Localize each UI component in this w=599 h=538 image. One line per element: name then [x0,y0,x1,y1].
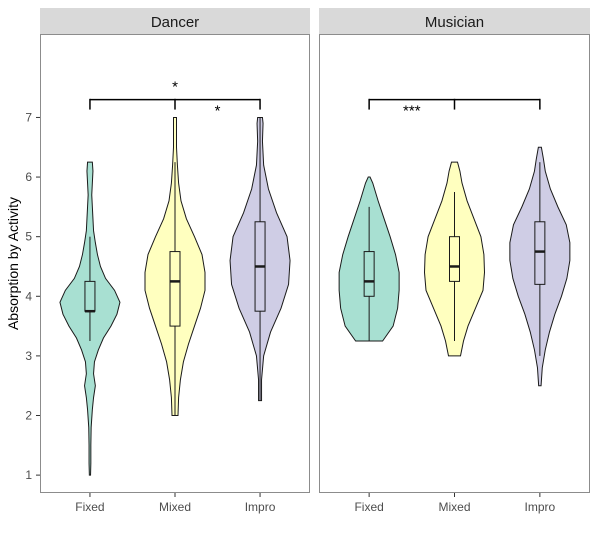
x-tick-label: Impro [525,500,556,514]
y-tick-label: 7 [25,110,32,124]
y-axis-label: Absorption by Activity [5,197,21,330]
box-iqr [534,221,546,285]
x-tick-label: Fixed [354,500,383,514]
y-tick-label: 5 [25,230,32,244]
significance-label: * [172,79,178,96]
y-tick-label: 4 [25,289,32,303]
panel-border [40,34,310,493]
x-tick-label: Fixed [75,500,104,514]
y-tick-label: 2 [25,409,32,423]
panel-strip [319,8,590,34]
panel-strip [40,8,310,34]
significance-label: * [215,103,221,120]
box-iqr [169,251,181,327]
box-iqr [363,251,375,297]
x-tick-label: Mixed [438,500,470,514]
panel-border [319,34,590,493]
significance-label: *** [403,103,421,120]
box-iqr [449,236,460,282]
panel-title: Musician [425,14,484,31]
box-iqr [84,280,96,312]
x-tick-label: Impro [245,500,276,514]
y-tick-label: 3 [25,349,32,363]
x-tick-label: Mixed [159,500,191,514]
panel-title: Dancer [151,14,199,31]
y-tick-label: 1 [25,468,32,482]
y-tick-label: 6 [25,170,32,184]
